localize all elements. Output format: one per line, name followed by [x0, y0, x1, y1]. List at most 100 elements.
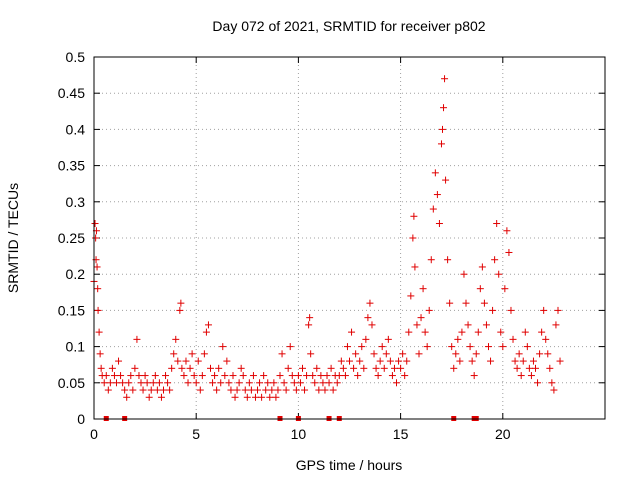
y-axis-label: SRMTID / TECUs — [5, 183, 21, 293]
data-point — [464, 321, 472, 329]
data-point — [388, 372, 396, 380]
data-point — [139, 386, 147, 394]
data-point — [384, 335, 392, 343]
data-point — [317, 372, 325, 380]
x-tick-label: 15 — [393, 426, 409, 442]
data-point — [410, 212, 418, 220]
data-point — [505, 248, 513, 256]
data-point — [192, 379, 200, 387]
y-tick-label: 0.05 — [58, 375, 85, 391]
data-point — [427, 256, 435, 264]
data-point — [145, 393, 153, 401]
data-point — [119, 379, 127, 387]
data-point — [194, 357, 202, 365]
data-point — [233, 386, 241, 394]
data-point — [536, 350, 544, 358]
data-point — [403, 357, 411, 365]
data-point — [472, 350, 480, 358]
data-point — [321, 386, 329, 394]
data-point — [217, 379, 225, 387]
y-tick-label: 0.5 — [66, 49, 86, 65]
data-point — [435, 220, 443, 228]
data-point — [266, 393, 274, 401]
data-point — [452, 350, 460, 358]
y-tick-label: 0 — [77, 411, 85, 427]
data-point — [104, 386, 112, 394]
data-point — [264, 379, 272, 387]
data-point — [284, 364, 292, 372]
data-point — [487, 357, 495, 365]
data-point — [123, 393, 131, 401]
data-point — [527, 372, 535, 380]
data-point — [380, 364, 388, 372]
data-point — [442, 176, 450, 184]
data-point — [184, 379, 192, 387]
data-point — [393, 379, 401, 387]
data-points — [90, 75, 564, 421]
data-point — [362, 335, 370, 343]
data-point — [440, 104, 448, 112]
data-point — [94, 285, 102, 293]
data-point — [437, 140, 445, 148]
y-tick-label: 0.2 — [66, 266, 86, 282]
data-point — [368, 321, 376, 329]
data-point — [517, 372, 525, 380]
data-point — [121, 386, 129, 394]
data-point — [95, 328, 103, 336]
data-point — [207, 364, 215, 372]
data-point — [127, 372, 135, 380]
data-point — [260, 372, 268, 380]
x-axis-label: GPS time / hours — [296, 457, 403, 473]
data-point — [458, 328, 466, 336]
data-point — [466, 343, 474, 351]
data-point — [540, 306, 548, 314]
data-point — [294, 372, 302, 380]
data-point — [209, 379, 217, 387]
data-point — [280, 379, 288, 387]
data-point — [548, 379, 556, 387]
data-point — [157, 393, 165, 401]
data-point — [478, 263, 486, 271]
data-point — [378, 343, 386, 351]
data-point — [386, 357, 394, 365]
data-point — [166, 386, 174, 394]
data-point — [159, 386, 167, 394]
data-point — [93, 263, 101, 271]
data-point — [515, 350, 523, 358]
data-point — [303, 372, 311, 380]
data-point — [306, 314, 314, 322]
data-point — [143, 379, 151, 387]
data-point — [497, 328, 505, 336]
data-point — [470, 372, 478, 380]
data-point — [532, 364, 540, 372]
data-point — [337, 357, 345, 365]
data-point — [305, 321, 313, 329]
data-point — [117, 372, 125, 380]
data-point — [231, 393, 239, 401]
data-point — [491, 256, 499, 264]
data-point — [525, 364, 533, 372]
data-point — [307, 350, 315, 358]
data-point — [415, 350, 423, 358]
data-point — [325, 379, 333, 387]
data-point — [270, 379, 278, 387]
data-point — [382, 350, 390, 358]
data-point — [223, 357, 231, 365]
y-tick-label: 0.4 — [66, 121, 86, 137]
data-point — [129, 386, 137, 394]
data-point — [468, 357, 476, 365]
data-point — [339, 364, 347, 372]
y-tick-label: 0.45 — [58, 85, 85, 101]
data-point — [390, 364, 398, 372]
data-point — [364, 314, 372, 322]
data-point — [110, 372, 118, 380]
data-point — [370, 350, 378, 358]
data-point — [446, 299, 454, 307]
data-point — [200, 350, 208, 358]
data-point — [495, 270, 503, 278]
data-point — [292, 386, 300, 394]
data-point — [147, 386, 155, 394]
data-point — [503, 227, 511, 235]
data-point — [108, 364, 116, 372]
